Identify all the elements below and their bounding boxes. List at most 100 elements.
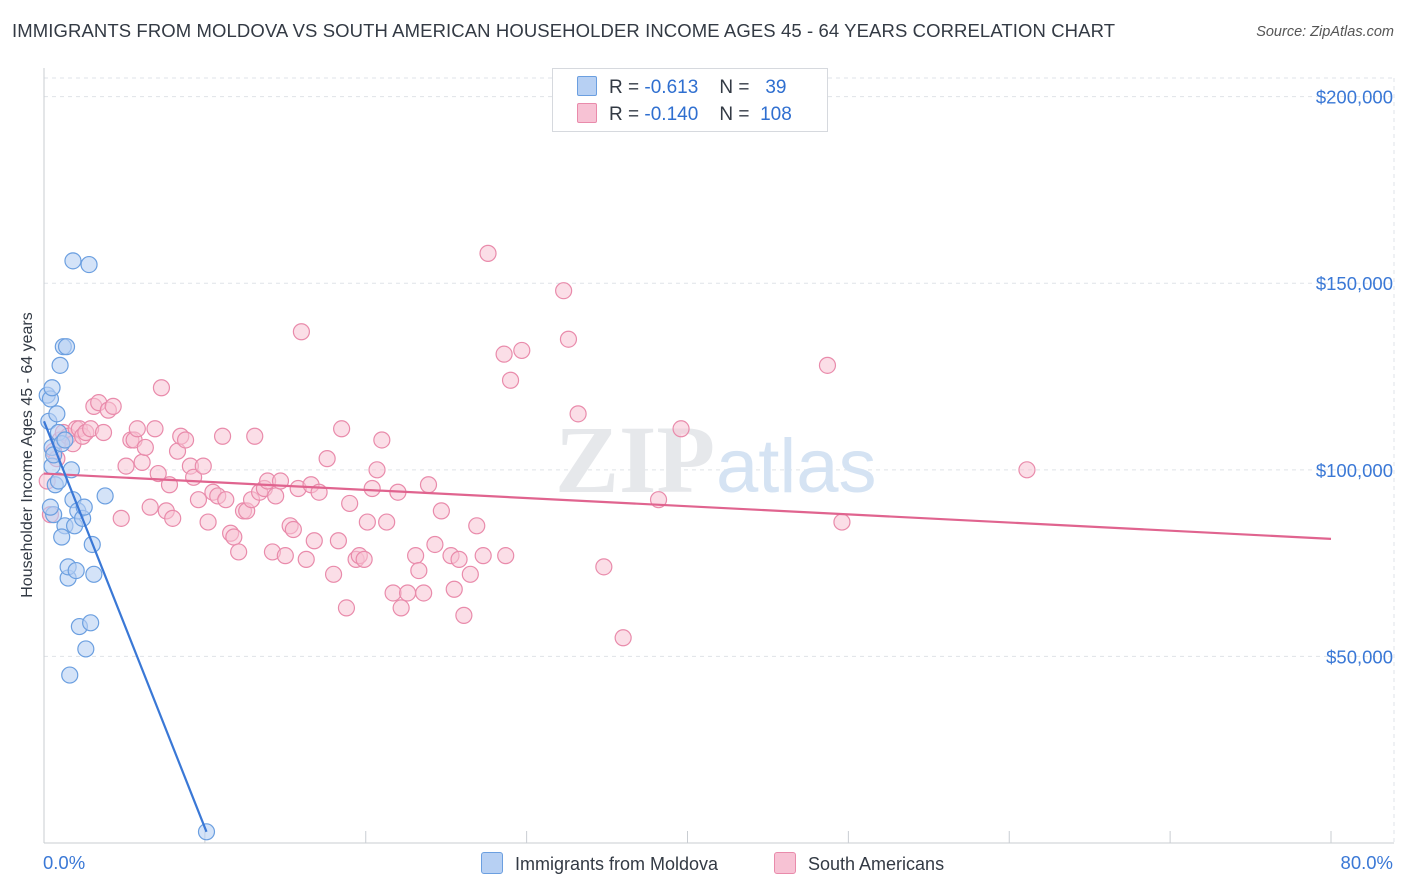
data-point-south-americans [368, 461, 386, 479]
data-point-moldova [77, 640, 95, 658]
data-point-moldova [41, 498, 60, 516]
data-point-south-americans [246, 427, 264, 445]
watermark-zip: ZIP [555, 406, 715, 513]
data-point-moldova [82, 614, 100, 632]
data-point-south-americans [230, 543, 248, 561]
data-point-south-americans [378, 513, 396, 531]
data-point-south-americans [559, 330, 578, 348]
data-point-south-americans [468, 517, 486, 535]
data-point-south-americans [136, 438, 154, 457]
data-point-south-americans [455, 606, 473, 624]
data-point-south-americans [818, 356, 837, 374]
data-point-moldova [61, 666, 79, 684]
source-label: Source: ZipAtlas.com [1256, 24, 1394, 40]
data-point-south-americans [337, 599, 356, 617]
data-point-south-americans [164, 509, 182, 527]
south-americans-swatch [577, 103, 597, 123]
trendline-moldova [42, 420, 208, 833]
data-point-south-americans [445, 580, 463, 598]
data-point-south-americans [614, 629, 632, 647]
data-point-south-americans [501, 371, 520, 389]
data-point-south-americans [112, 509, 130, 527]
data-point-south-americans [267, 487, 285, 505]
data-point-moldova [53, 528, 71, 546]
data-point-south-americans [398, 584, 417, 602]
y-tick-label: $100,000 [1316, 460, 1393, 481]
data-point-south-americans [373, 431, 391, 449]
series-moldova [38, 252, 216, 841]
data-point-south-americans [672, 420, 690, 438]
data-point-south-americans [479, 244, 497, 262]
data-point-south-americans [189, 491, 208, 509]
data-point-south-americans [450, 550, 468, 568]
moldova-legend-label: Immigrants from Moldova [515, 854, 719, 874]
trend-lines [42, 420, 1332, 833]
data-point-south-americans [133, 453, 151, 471]
data-point-south-americans [297, 550, 315, 568]
watermark-atlas: atlas [716, 424, 877, 509]
data-point-south-americans [333, 420, 351, 438]
data-point-south-americans [329, 532, 348, 550]
legend-n-value-moldova: 39 [765, 77, 787, 98]
data-point-south-americans [410, 561, 428, 580]
data-point-moldova [96, 487, 114, 505]
legend-r-value-south-americans: -0.140 [644, 104, 699, 125]
trendline-south-americans [43, 472, 1332, 540]
data-point-south-americans [363, 479, 381, 498]
watermark: ZIP atlas [555, 406, 877, 513]
legend-n-label: N = [719, 104, 750, 125]
bottom-legend-south-americans: South Americans [774, 852, 944, 875]
data-point-south-americans [305, 532, 323, 550]
data-point-south-americans [217, 491, 235, 509]
chart-title: IMMIGRANTS FROM MOLDOVA VS SOUTH AMERICA… [12, 20, 1116, 41]
x-tick-label-max: 80.0% [1341, 852, 1393, 873]
y-tick-label: $150,000 [1316, 273, 1393, 294]
axes [43, 68, 1394, 844]
x-tick-label-min: 0.0% [43, 852, 85, 873]
data-point-south-americans [392, 599, 410, 617]
data-point-south-americans [104, 397, 122, 415]
data-point-moldova [57, 338, 76, 356]
data-point-south-americans [149, 464, 167, 483]
data-point-south-americans [324, 565, 343, 583]
data-point-south-americans [474, 547, 492, 565]
data-point-south-americans [284, 520, 302, 539]
south-americans-legend-swatch [774, 852, 796, 874]
data-point-moldova [56, 431, 74, 449]
data-point-moldova [85, 565, 103, 583]
data-point-moldova [48, 405, 66, 423]
data-point-south-americans [94, 423, 113, 442]
data-point-moldova [67, 561, 85, 580]
data-point-south-americans [555, 282, 573, 300]
legend-row-moldova: R = -0.613 N = 39 [577, 76, 786, 100]
data-point-south-americans [128, 420, 146, 438]
data-point-south-americans [276, 547, 294, 565]
data-point-south-americans [355, 550, 373, 568]
data-point-south-americans [415, 584, 433, 602]
data-point-south-americans [213, 427, 232, 445]
data-point-moldova [43, 379, 61, 397]
data-point-south-americans [426, 535, 444, 554]
correlation-legend: R = -0.613 N = 39 R = -0.140 N = 108 [552, 68, 828, 132]
data-point-south-americans [432, 502, 450, 520]
data-point-moldova [64, 252, 82, 270]
legend-r-value-moldova: -0.613 [644, 77, 699, 98]
data-point-south-americans [117, 457, 135, 475]
data-point-south-americans [1018, 461, 1036, 479]
data-point-south-americans [833, 513, 851, 531]
data-point-south-americans [419, 476, 438, 494]
data-point-south-americans [318, 450, 336, 468]
data-point-south-americans [152, 379, 171, 397]
data-point-south-americans [141, 498, 159, 516]
data-point-south-americans [461, 565, 479, 583]
data-point-moldova [51, 356, 69, 374]
data-point-south-americans [358, 513, 376, 531]
data-point-south-americans [497, 547, 515, 565]
data-point-south-americans [194, 457, 212, 475]
data-point-south-americans [513, 341, 531, 360]
y-tick-label: $200,000 [1316, 87, 1393, 108]
bottom-legend-moldova: Immigrants from Moldova [481, 852, 718, 875]
legend-n-value-south-americans: 108 [760, 104, 792, 125]
legend-row-south-americans: R = -0.140 N = 108 [577, 103, 792, 127]
